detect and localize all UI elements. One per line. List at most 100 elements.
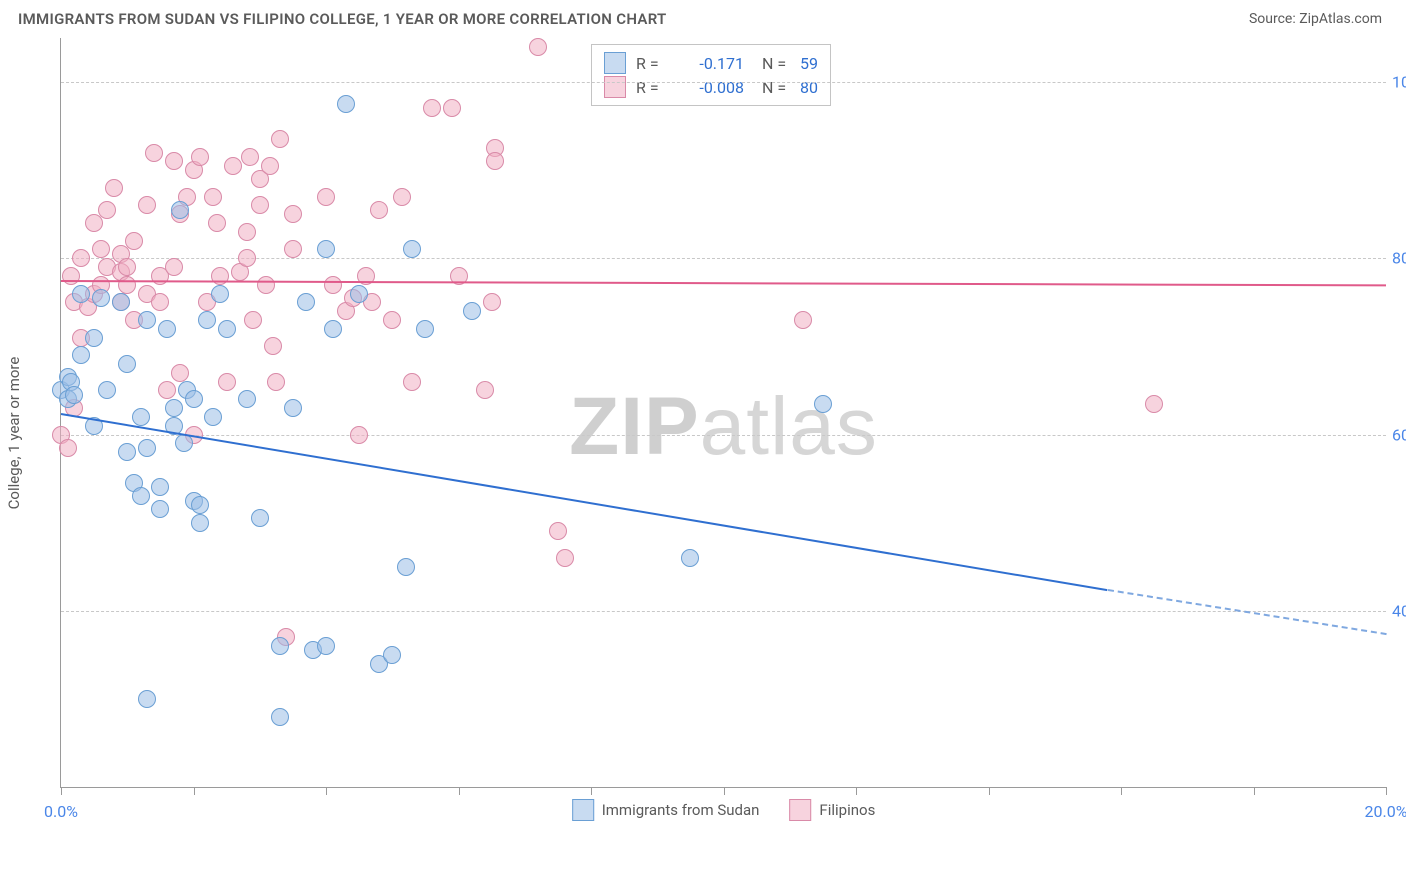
data-point-sudan [211,285,229,303]
gridline [61,435,1386,436]
data-point-filipinos [171,364,189,382]
data-point-sudan [98,381,116,399]
data-point-filipinos [59,439,77,457]
data-point-filipinos [238,223,256,241]
legend-row-filipinos: R = -0.008 N = 80 [604,75,818,99]
data-point-filipinos [118,258,136,276]
data-point-filipinos [267,373,285,391]
trend-line [1108,589,1387,635]
data-point-sudan [175,434,193,452]
x-tick [856,787,857,795]
data-point-filipinos [191,148,209,166]
legend-item-sudan: Immigrants from Sudan [572,799,760,821]
data-point-sudan [403,240,421,258]
y-tick-label: 40.0% [1392,601,1406,620]
data-point-sudan [204,408,222,426]
data-point-sudan [151,478,169,496]
data-point-sudan [138,439,156,457]
plot-area: ZIPatlas R = -0.171 N = 59 R = -0.008 N … [60,38,1386,788]
x-tick [724,787,725,795]
data-point-filipinos [138,196,156,214]
y-tick-label: 60.0% [1392,425,1406,444]
data-point-sudan [118,355,136,373]
data-point-sudan [271,708,289,726]
data-point-sudan [317,240,335,258]
data-point-filipinos [158,381,176,399]
data-point-filipinos [85,214,103,232]
x-tick [194,787,195,795]
data-point-filipinos [145,144,163,162]
data-point-filipinos [238,249,256,267]
data-point-filipinos [244,311,262,329]
data-point-sudan [251,509,269,527]
data-point-sudan [350,285,368,303]
data-point-filipinos [257,276,275,294]
data-point-sudan [191,514,209,532]
y-tick-label: 80.0% [1392,249,1406,268]
data-point-sudan [72,346,90,364]
data-point-sudan [158,320,176,338]
series-legend: Immigrants from Sudan Filipinos [572,799,876,821]
data-point-filipinos [118,276,136,294]
data-point-filipinos [483,293,501,311]
data-point-filipinos [794,311,812,329]
y-tick-label: 100.0% [1392,73,1406,92]
data-point-filipinos [403,373,421,391]
data-point-filipinos [271,130,289,148]
gridline [61,258,1386,259]
data-point-sudan [118,443,136,461]
data-point-filipinos [261,157,279,175]
data-point-filipinos [72,249,90,267]
data-point-filipinos [204,188,222,206]
data-point-sudan [271,637,289,655]
data-point-sudan [132,487,150,505]
data-point-sudan [198,311,216,329]
data-point-sudan [218,320,236,338]
x-tick [591,787,592,795]
data-point-sudan [85,329,103,347]
data-point-sudan [297,293,315,311]
data-point-filipinos [383,311,401,329]
swatch-sudan [604,52,626,74]
data-point-sudan [138,311,156,329]
data-point-filipinos [556,549,574,567]
data-point-filipinos [486,152,504,170]
data-point-sudan [238,390,256,408]
data-point-filipinos [98,201,116,219]
data-point-sudan [112,293,130,311]
x-tick [1254,787,1255,795]
data-point-sudan [191,496,209,514]
data-point-filipinos [317,188,335,206]
data-point-filipinos [423,99,441,117]
data-point-filipinos [251,196,269,214]
data-point-filipinos [476,381,494,399]
x-tick [459,787,460,795]
data-point-filipinos [324,276,342,294]
swatch-sudan-icon [572,799,594,821]
data-point-filipinos [165,258,183,276]
data-point-sudan [65,386,83,404]
data-point-sudan [383,646,401,664]
data-point-filipinos [241,148,259,166]
source-attribution: Source: ZipAtlas.com [1249,11,1382,27]
data-point-filipinos [284,205,302,223]
data-point-filipinos [208,214,226,232]
data-point-filipinos [370,201,388,219]
data-point-sudan [463,302,481,320]
swatch-filipinos [604,76,626,98]
data-point-sudan [317,637,335,655]
data-point-sudan [132,408,150,426]
data-point-filipinos [151,293,169,311]
data-point-sudan [171,201,189,219]
data-point-sudan [165,399,183,417]
data-point-sudan [92,289,110,307]
data-point-sudan [681,549,699,567]
data-point-filipinos [350,426,368,444]
data-point-sudan [324,320,342,338]
watermark: ZIPatlas [569,380,878,474]
data-point-sudan [185,390,203,408]
correlation-legend: R = -0.171 N = 59 R = -0.008 N = 80 [591,44,831,106]
data-point-filipinos [62,267,80,285]
x-tick [326,787,327,795]
data-point-filipinos [443,99,461,117]
